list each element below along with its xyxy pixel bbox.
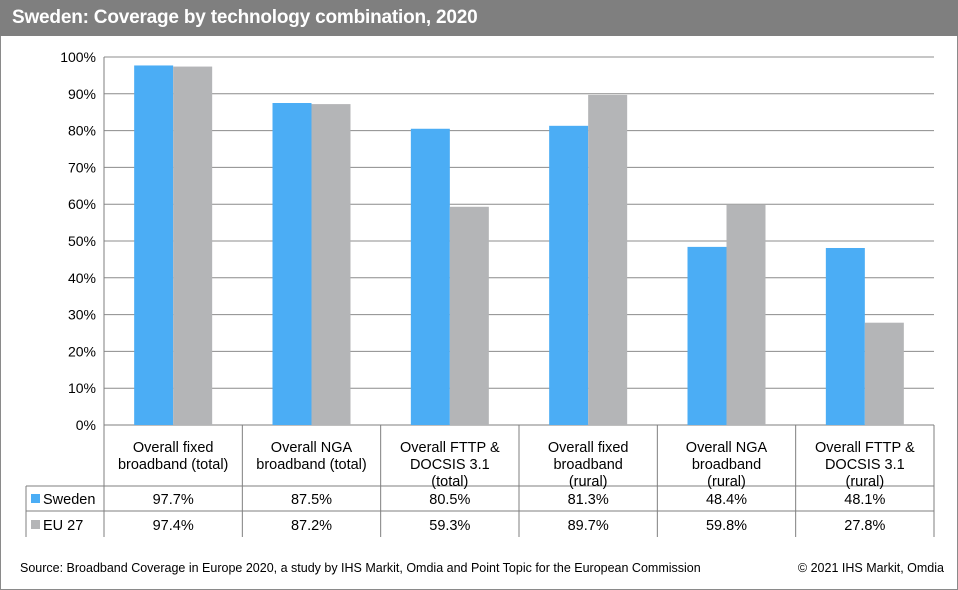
bar-eu-27: [726, 204, 766, 425]
x-category-label: Overall fixed: [133, 440, 214, 456]
y-tick-label: 10%: [68, 380, 96, 396]
y-tick-label: 0%: [76, 417, 96, 433]
bar-eu-27: [449, 206, 489, 425]
data-label: 97.7%: [153, 492, 194, 508]
chart-title: Sweden: Coverage by technology combinati…: [12, 7, 478, 28]
data-label: 97.4%: [153, 518, 194, 534]
bar-sweden: [549, 125, 589, 425]
x-category-label: DOCSIS 3.1: [410, 457, 490, 473]
bar-eu-27: [864, 322, 904, 425]
x-category-label: DOCSIS 3.1: [825, 457, 905, 473]
legend-swatch: [31, 520, 40, 529]
x-category-label: Overall NGA: [271, 440, 353, 456]
x-category-label: (rural): [707, 474, 746, 490]
x-category-label: broadband: [692, 457, 761, 473]
y-tick-label: 20%: [68, 343, 96, 359]
data-label: 48.1%: [844, 492, 885, 508]
x-category-label: broadband (total): [256, 457, 366, 473]
source-note: Source: Broadband Coverage in Europe 202…: [20, 561, 701, 575]
legend-label: Sweden: [43, 492, 95, 508]
data-label: 87.2%: [291, 518, 332, 534]
data-label: 80.5%: [429, 492, 470, 508]
bar-eu-27: [173, 66, 213, 426]
y-tick-label: 40%: [68, 270, 96, 286]
x-category-label: (rural): [845, 474, 884, 490]
y-tick-label: 30%: [68, 307, 96, 323]
y-tick-label: 80%: [68, 123, 96, 139]
bar-sweden: [825, 247, 865, 425]
y-tick-label: 50%: [68, 233, 96, 249]
title-bar: Sweden: Coverage by technology combinati…: [0, 0, 958, 36]
bar-sweden: [687, 246, 727, 425]
data-label: 59.3%: [429, 518, 470, 534]
data-label: 48.4%: [706, 492, 747, 508]
legend-label: EU 27: [43, 518, 83, 534]
x-category-label: Overall NGA: [686, 440, 768, 456]
legend-swatch: [31, 494, 40, 503]
data-label: 59.8%: [706, 518, 747, 534]
y-tick-label: 70%: [68, 159, 96, 175]
y-tick-label: 60%: [68, 196, 96, 212]
data-label: 87.5%: [291, 492, 332, 508]
copyright-note: © 2021 IHS Markit, Omdia: [797, 561, 944, 575]
bar-sweden: [134, 65, 174, 426]
y-tick-label: 90%: [68, 86, 96, 102]
bar-eu-27: [311, 104, 351, 425]
data-label: 81.3%: [568, 492, 609, 508]
bar-sweden: [410, 128, 450, 425]
x-category-label: Overall FTTP &: [400, 440, 500, 456]
x-category-label: broadband: [553, 457, 622, 473]
x-category-label: Overall fixed: [548, 440, 629, 456]
x-category-label: Overall FTTP &: [815, 440, 915, 456]
bar-eu-27: [588, 94, 628, 426]
bar-sweden: [272, 103, 312, 425]
y-tick-label: 100%: [60, 49, 96, 65]
x-category-label: broadband (total): [118, 457, 228, 473]
x-category-label: (total): [431, 474, 468, 490]
x-category-label: (rural): [569, 474, 608, 490]
data-label: 89.7%: [568, 518, 609, 534]
data-label: 27.8%: [844, 518, 885, 534]
